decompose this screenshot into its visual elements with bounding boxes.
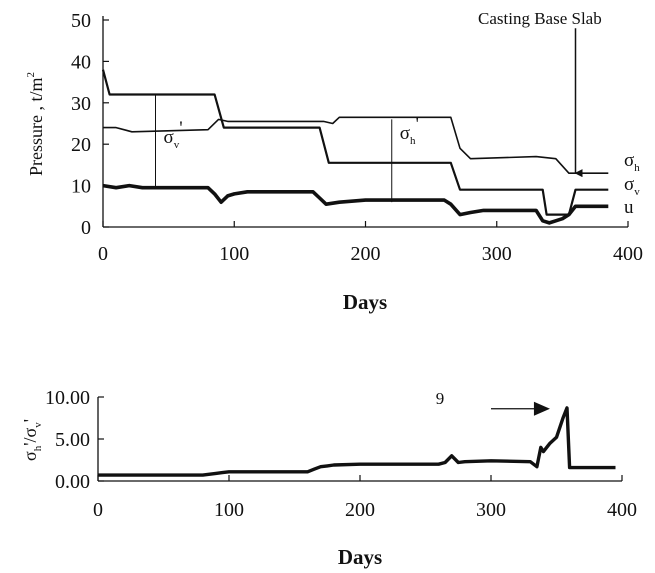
ratio-y-axis-title: σh'/σv' [20, 419, 44, 461]
ratio-y-tick-label: 10.00 [45, 387, 90, 409]
ratio-x-tick-label: 400 [607, 499, 637, 521]
ratio-peak-annotation: 9 [436, 389, 445, 408]
pressure-x-axis-title: Days [343, 290, 387, 314]
series-line-sigma-h [103, 116, 609, 174]
pressure-x-ticks: 0 100 200 300 400 [98, 221, 643, 265]
pressure-x-tick-label: 0 [98, 243, 108, 265]
series-line-u [102, 183, 609, 225]
series-line-ratio [98, 406, 616, 477]
pressure-x-tick-label: 100 [219, 243, 249, 265]
sigma-h-effective-label: σh' [400, 114, 419, 147]
ratio-series-group [98, 406, 616, 477]
casting-base-slab-annotation: Casting Base Slab [478, 9, 602, 28]
sigma-v-effective-label: σv' [164, 118, 183, 151]
pressure-y-tick-label: 40 [71, 51, 91, 73]
pressure-x-tick-label: 400 [613, 243, 643, 265]
ratio-chart: 0.00 5.00 10.00 0 100 200 300 400 σh'/σv' Days… [20, 387, 637, 569]
series-label-u: u [624, 197, 634, 218]
series-label-sigma-h: σh [624, 150, 640, 174]
pressure-y-tick-label: 0 [81, 217, 91, 239]
ratio-y-ticks: 0.00 5.00 10.00 [45, 387, 104, 493]
ratio-x-ticks: 0 100 200 300 400 [93, 475, 637, 521]
pressure-y-ticks: 0 10 20 30 40 50 [71, 10, 109, 239]
pressure-annotations-group: σv' σh' [155, 94, 419, 203]
ratio-x-axis-title: Days [338, 545, 382, 569]
pressure-y-tick-label: 50 [71, 10, 91, 32]
ratio-x-tick-label: 200 [345, 499, 375, 521]
ratio-x-tick-label: 100 [214, 499, 244, 521]
pressure-x-tick-label: 200 [351, 243, 381, 265]
ratio-peak-arrowhead [533, 401, 550, 416]
pressure-series-group [101, 69, 609, 225]
pressure-chart: σv' σh' 0 10 20 30 40 50 0 100 200 300 400 Pressur… [25, 9, 643, 314]
ratio-y-tick-label: 0.00 [55, 471, 90, 493]
ratio-x-tick-label: 300 [476, 499, 506, 521]
pressure-x-tick-label: 300 [482, 243, 512, 265]
ratio-y-tick-label: 5.00 [55, 429, 90, 451]
pressure-y-tick-label: 10 [71, 176, 91, 198]
pressure-y-tick-label: 20 [71, 134, 91, 156]
pressure-y-tick-label: 30 [71, 93, 91, 115]
series-label-sigma-v: σv [624, 174, 640, 198]
pressure-y-axis-title: Pressure , t/m2 [25, 72, 46, 176]
ratio-x-tick-label: 0 [93, 499, 103, 521]
